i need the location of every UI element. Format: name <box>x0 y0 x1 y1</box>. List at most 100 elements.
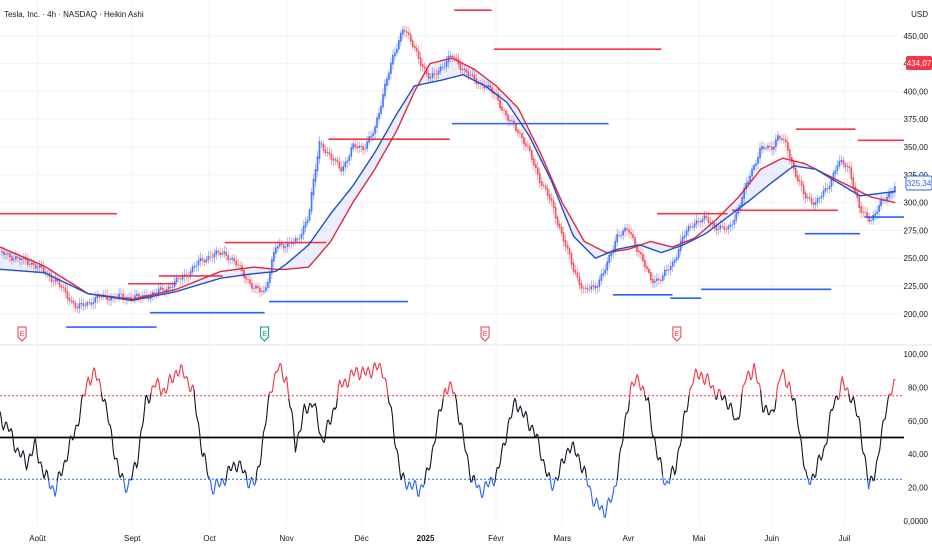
osc-segment <box>291 412 294 425</box>
osc-segment <box>879 439 882 451</box>
osc-segment <box>304 406 308 414</box>
candle-body <box>5 253 7 255</box>
candle-body <box>86 302 89 306</box>
osc-segment <box>356 367 359 376</box>
candle-body <box>820 195 823 199</box>
osc-segment <box>316 418 320 431</box>
osc-segment <box>570 442 573 451</box>
osc-segment <box>596 500 600 508</box>
candle-body <box>161 287 164 291</box>
candle-body <box>354 144 357 147</box>
osc-segment <box>68 435 72 443</box>
osc-segment <box>292 423 295 440</box>
osc-segment <box>161 388 164 394</box>
candle-body <box>802 184 805 195</box>
osc-segment <box>110 429 113 443</box>
osc-segment <box>675 460 678 472</box>
candle-body <box>701 219 704 223</box>
osc-segment <box>429 459 432 469</box>
candle-body <box>695 220 698 225</box>
candle-body <box>568 248 571 255</box>
candle-body <box>483 84 486 89</box>
osc-segment <box>365 369 368 376</box>
candle-body <box>461 68 464 71</box>
osc-segment <box>281 372 284 382</box>
candle-body <box>138 294 140 297</box>
candle-body <box>616 233 619 243</box>
osc-segment <box>573 446 577 456</box>
osc-segment <box>213 485 216 494</box>
osc-segment <box>256 465 259 472</box>
candle-body <box>550 198 553 201</box>
osc-segment <box>847 387 850 395</box>
candle-body <box>765 148 767 150</box>
osc-segment <box>99 383 102 394</box>
last-price-badge <box>906 56 932 70</box>
earnings-icon-label: E <box>675 331 680 338</box>
osc-segment <box>519 405 523 411</box>
osc-segment <box>805 469 808 477</box>
osc-segment <box>386 386 389 398</box>
candle-body <box>717 229 720 230</box>
earnings-icon[interactable]: E <box>480 326 490 342</box>
osc-segment <box>795 405 798 419</box>
osc-segment <box>194 403 197 415</box>
osc-segment <box>569 449 572 454</box>
osc-segment <box>90 372 94 383</box>
candle-body <box>778 136 781 139</box>
osc-segment <box>774 398 777 410</box>
earnings-icon[interactable]: E <box>260 326 270 342</box>
osc-segment <box>157 377 160 383</box>
candle-body <box>850 167 853 180</box>
candle-body <box>580 283 583 289</box>
candle-body <box>20 258 23 260</box>
osc-segment <box>549 476 552 488</box>
osc-segment <box>348 370 352 380</box>
candle-body <box>235 260 238 266</box>
currency-label[interactable]: USD <box>911 10 928 19</box>
candle-body <box>780 138 783 141</box>
osc-segment <box>230 465 234 471</box>
osc-segment <box>529 425 532 431</box>
osc-segment <box>385 379 388 388</box>
candle-body <box>517 129 519 133</box>
candle-body <box>646 266 648 270</box>
candle-body <box>868 216 871 222</box>
candle-body <box>374 126 376 134</box>
osc-segment <box>239 460 242 468</box>
candle-body <box>767 145 769 149</box>
earnings-icon[interactable]: E <box>672 326 682 342</box>
candle-body <box>126 296 128 299</box>
osc-segment <box>318 428 321 435</box>
osc-segment <box>132 461 136 469</box>
osc-segment <box>374 362 377 368</box>
osc-segment <box>172 376 175 383</box>
candle-body <box>771 146 773 151</box>
candle-body <box>227 255 230 261</box>
osc-segment <box>433 439 437 445</box>
osc-segment <box>66 452 69 462</box>
candle-body <box>784 139 787 143</box>
candle-body <box>16 256 19 258</box>
candle-body <box>638 250 640 253</box>
candle-body <box>362 146 365 151</box>
candle-body <box>201 258 204 261</box>
osc-segment <box>266 402 269 417</box>
candle-body <box>624 227 626 232</box>
osc-segment <box>61 469 64 477</box>
candle-body <box>205 259 208 263</box>
earnings-icon[interactable]: E <box>17 326 27 342</box>
osc-segment <box>713 390 717 399</box>
osc-segment <box>23 454 26 465</box>
osc-segment <box>137 450 140 464</box>
osc-segment <box>237 460 240 467</box>
osc-segment <box>368 369 371 378</box>
support-resistance-lines <box>0 9 904 328</box>
candle-body <box>759 147 761 159</box>
osc-segment <box>810 473 814 480</box>
osc-segment <box>839 381 842 393</box>
osc-segment <box>18 450 21 457</box>
osc-segment <box>578 454 581 463</box>
osc-segment <box>259 454 262 466</box>
candle-body <box>657 278 660 281</box>
